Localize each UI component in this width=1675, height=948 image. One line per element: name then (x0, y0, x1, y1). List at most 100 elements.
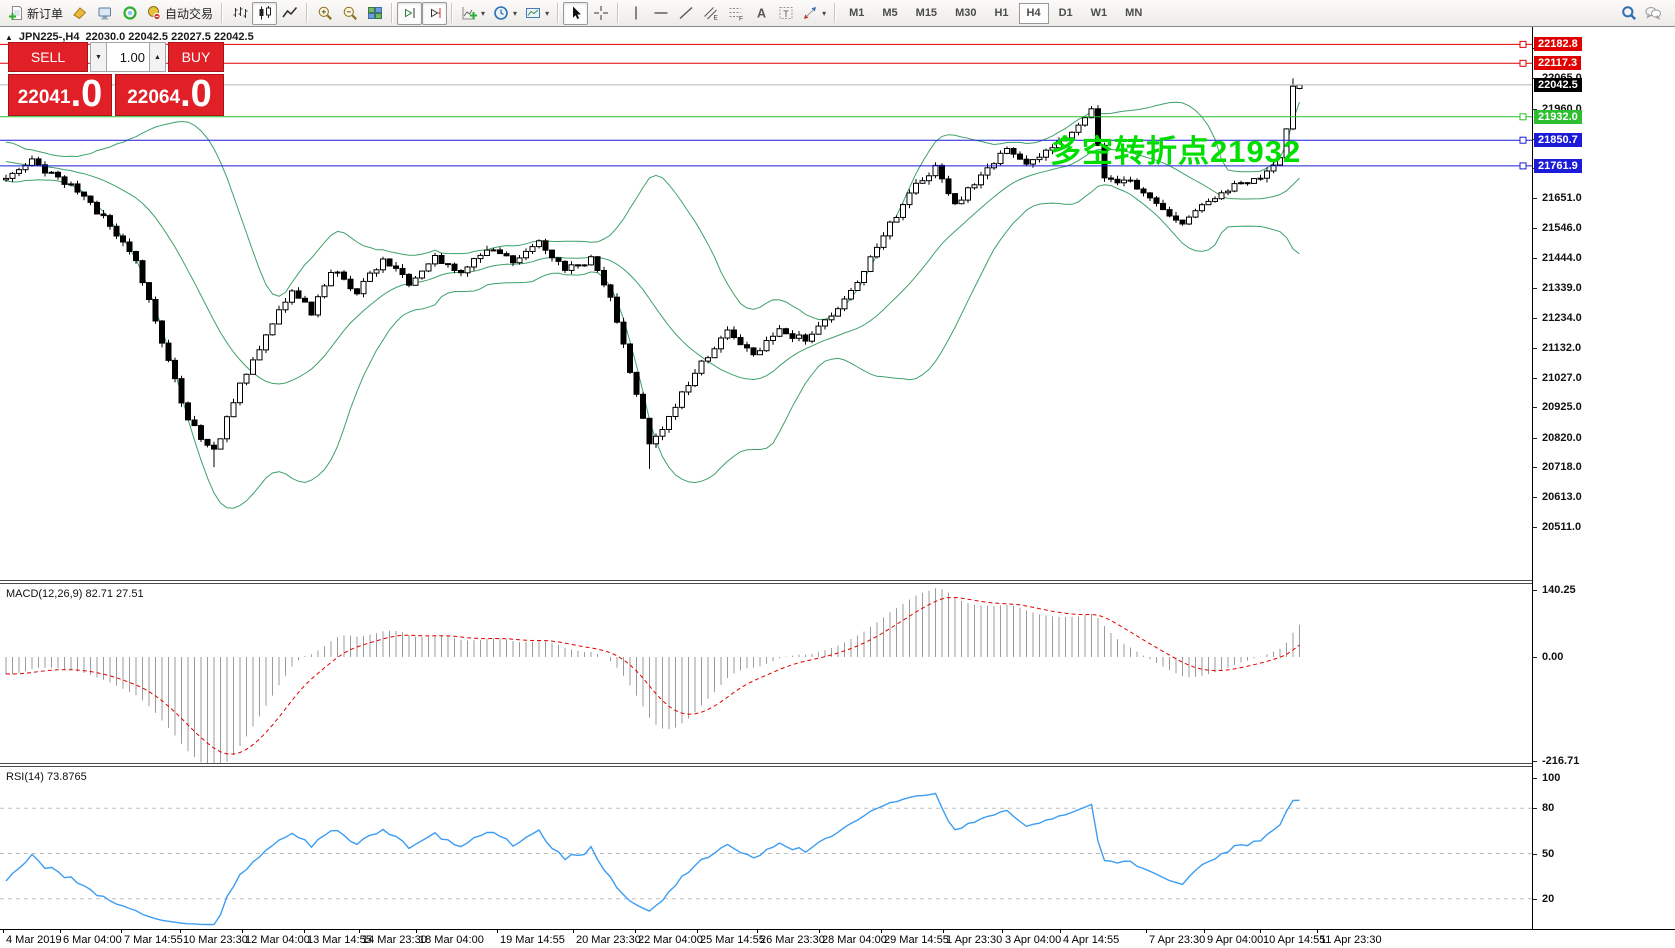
candlestick-chart-svg[interactable] (0, 27, 1532, 580)
price-tick (1533, 378, 1537, 379)
search-icon[interactable] (1621, 5, 1637, 21)
time-tick (1317, 930, 1318, 933)
text-button[interactable]: A (748, 2, 773, 25)
time-tick (416, 930, 417, 933)
equidistant-channel-button[interactable]: E (698, 2, 723, 25)
time-tick-label: 4 Apr 14:55 (1063, 934, 1120, 946)
terminal-button[interactable] (92, 2, 117, 25)
macd-tick-label: -216.71 (1542, 755, 1580, 767)
timeframe-m5-button[interactable]: M5 (882, 7, 898, 19)
sell-button[interactable]: SELL (8, 42, 88, 72)
signals-button[interactable] (117, 2, 142, 25)
chart-shift-button[interactable] (397, 1, 423, 25)
toolbar-separator (221, 3, 224, 23)
timeframe-mn-button[interactable]: MN (1125, 7, 1143, 19)
cursor-button[interactable] (563, 1, 589, 25)
price-tick (1533, 527, 1537, 528)
rsi-chart-svg[interactable] (0, 767, 1532, 929)
chart-annotation-text[interactable]: 多空转折点21932 (1050, 134, 1302, 169)
macd-tick (1533, 590, 1537, 591)
svg-text:A: A (757, 7, 766, 21)
time-tick-label: 13 Mar 14:55 (307, 934, 372, 946)
buy-price-pips: .0 (180, 73, 212, 115)
toolbar-separator (557, 3, 560, 23)
timeframe-m30-button[interactable]: M30 (955, 7, 977, 19)
chat-icon[interactable] (1645, 5, 1661, 21)
text-t-icon: T (778, 5, 794, 21)
caret-down-icon: ▾ (481, 8, 486, 18)
time-tick (697, 930, 698, 933)
volume-increase-button[interactable]: ▲ (149, 42, 166, 72)
time-tick-label: 10 Mar 23:30 (183, 934, 248, 946)
price-tick (1533, 228, 1537, 229)
timeframe-m1-button[interactable]: M1 (849, 7, 865, 19)
time-tick (1002, 930, 1003, 933)
time-tick (943, 930, 944, 933)
time-tick-label: 1 Apr 23:30 (946, 934, 1003, 946)
timeframe-m15-button[interactable]: M15 (915, 7, 938, 19)
caret-down-icon: ▾ (513, 8, 518, 18)
rsi-indicator-pane[interactable]: RSI(14) 73.8765 (0, 767, 1532, 929)
zoom-in-button[interactable] (312, 2, 337, 25)
timeframe-h1-button[interactable]: H1 (994, 7, 1009, 19)
time-tick (1204, 930, 1205, 933)
price-tick-label: 20925.0 (1542, 401, 1582, 413)
candlestick-chart-button[interactable] (252, 1, 278, 25)
time-tick-label: 9 Apr 04:00 (1207, 934, 1264, 946)
price-tick-label: 21234.0 (1542, 312, 1582, 324)
zoom-out-button[interactable] (337, 2, 362, 25)
time-axis[interactable]: 4 Mar 2019 6 Mar 04:00 7 Mar 14:55 10 Mar 2… (0, 929, 1675, 948)
new-order-button[interactable]: 新订单 (4, 2, 67, 25)
price-chart-pane[interactable]: ▲ JPN225-,H4 22030.0 22042.5 22027.5 220… (0, 27, 1532, 580)
indicators-button[interactable]: ▾ (457, 2, 489, 25)
macd-indicator-pane[interactable]: MACD(12,26,9) 82.71 27.51 (0, 584, 1532, 763)
time-tick-label: 7 Apr 23:30 (1149, 934, 1206, 946)
caret-down-icon: ▾ (545, 8, 550, 18)
timeframe-w1-button[interactable]: W1 (1090, 7, 1108, 19)
timeframe-d1-button[interactable]: D1 (1058, 7, 1073, 19)
timeframe-h4-button[interactable]: H4 (1018, 2, 1049, 24)
collapse-arrow-icon[interactable]: ▲ (5, 32, 13, 42)
level-price-label: 21932.0 (1534, 110, 1582, 124)
rsi-tick (1533, 854, 1537, 855)
time-tick (304, 930, 305, 933)
time-tick (635, 930, 636, 933)
bar-chart-button[interactable] (227, 2, 252, 25)
price-tick-label: 21444.0 (1542, 252, 1582, 264)
styler-button[interactable] (67, 2, 92, 25)
volume-decrease-button[interactable]: ▼ (90, 42, 107, 72)
vertical-line-button[interactable] (623, 2, 648, 25)
pane-splitter[interactable] (0, 580, 1532, 584)
sell-price-button[interactable]: 22041 .0 (8, 74, 112, 116)
price-tick-label: 20511.0 (1542, 521, 1582, 533)
level-price-label: 22117.3 (1534, 56, 1582, 70)
arrows-button[interactable]: ▾ (798, 2, 830, 25)
text-a-icon: A (753, 5, 769, 21)
autotrading-button[interactable]: 自动交易 (142, 2, 217, 25)
arrows-icon (802, 5, 818, 21)
text-label-button[interactable]: T (773, 2, 798, 25)
buy-button[interactable]: BUY (168, 42, 224, 72)
horizontal-line-button[interactable] (648, 2, 673, 25)
trendline-icon (678, 5, 694, 21)
time-tick (819, 930, 820, 933)
periods-button[interactable]: ▾ (489, 2, 521, 25)
macd-tick (1533, 657, 1537, 658)
time-tick (497, 930, 498, 933)
auto-scroll-button[interactable] (422, 1, 448, 25)
time-tick-label: 26 Mar 23:30 (760, 934, 825, 946)
trendline-button[interactable] (673, 2, 698, 25)
time-tick (242, 930, 243, 933)
crosshair-button[interactable] (588, 2, 613, 25)
price-axis[interactable]: 22170.022065.021960.021855.021755.021651… (1532, 27, 1675, 929)
main-toolbar: 新订单 自动交易 ▾ ▾ ▾ E F A T ▾ M1 M5 M15 M30 H1 H4 D1 W1 MN (0, 0, 1675, 27)
hline-icon (653, 5, 669, 21)
templates-button[interactable]: ▾ (521, 2, 553, 25)
macd-chart-svg[interactable] (0, 584, 1532, 763)
volume-input[interactable] (107, 42, 149, 72)
buy-price-button[interactable]: 22064 .0 (115, 74, 224, 116)
line-chart-button[interactable] (277, 2, 302, 25)
fibonacci-button[interactable]: F (723, 2, 748, 25)
pane-splitter[interactable] (0, 763, 1532, 767)
tile-windows-button[interactable] (362, 2, 387, 25)
